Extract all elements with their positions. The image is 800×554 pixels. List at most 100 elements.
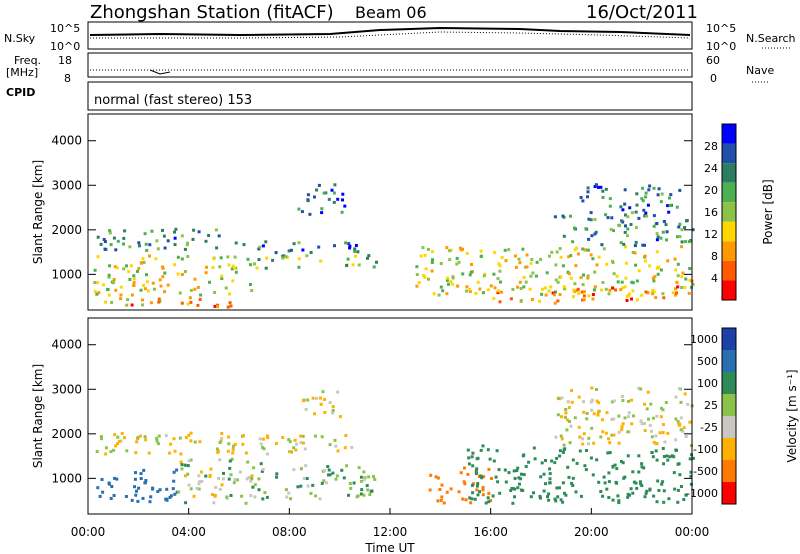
heatmap-cell <box>640 484 644 488</box>
heatmap-cell <box>651 289 655 292</box>
heatmap-cell <box>292 468 296 472</box>
cpid-text: normal (fast stereo) 153 <box>94 93 252 108</box>
heatmap-cell <box>297 265 301 269</box>
heatmap-cell <box>184 474 187 478</box>
heatmap-cell <box>626 415 630 419</box>
heatmap-cell <box>575 246 579 250</box>
heatmap-cell <box>662 462 665 466</box>
heatmap-cell <box>674 417 678 421</box>
heatmap-cell <box>556 280 560 284</box>
heatmap-cell <box>676 488 680 492</box>
heatmap-cell <box>348 482 352 485</box>
heatmap-cell <box>530 298 534 301</box>
heatmap-cell <box>175 468 179 472</box>
heatmap-cell <box>183 463 187 467</box>
heatmap-cell <box>647 188 651 192</box>
heatmap-cell <box>372 265 376 269</box>
freq-dip <box>149 69 171 75</box>
heatmap-cell <box>640 197 644 201</box>
heatmap-cell <box>346 257 350 261</box>
heatmap-cell <box>246 257 250 261</box>
heatmap-cell <box>143 481 147 485</box>
heatmap-cell <box>674 287 678 291</box>
heatmap-cell <box>655 232 659 236</box>
beam-label: Beam 06 <box>355 3 427 22</box>
heatmap-cell <box>332 200 336 204</box>
heatmap-cell <box>637 470 641 474</box>
heatmap-cell <box>571 484 575 487</box>
heatmap-cell <box>604 213 608 217</box>
heatmap-cell <box>426 247 430 251</box>
heatmap-cell <box>626 227 630 231</box>
heatmap-cell <box>571 295 575 299</box>
heatmap-cell <box>261 244 265 248</box>
heatmap-cell <box>643 495 647 499</box>
heatmap-cell <box>556 413 560 417</box>
heatmap-cell <box>455 256 459 260</box>
heatmap-cell <box>226 305 230 309</box>
heatmap-cell <box>299 434 303 438</box>
heatmap-cell <box>456 284 460 288</box>
heatmap-cell <box>643 402 647 406</box>
heatmap-cell <box>499 280 502 284</box>
power-y-ticks: 1000 2000 3000 4000 <box>51 134 692 281</box>
heatmap-cell <box>216 305 219 308</box>
heatmap-cell <box>592 441 596 445</box>
heatmap-cell <box>470 497 474 501</box>
heatmap-cell <box>468 273 472 277</box>
heatmap-cell <box>615 467 619 471</box>
heatmap-cell <box>547 492 551 496</box>
heatmap-cell <box>591 297 595 301</box>
heatmap-cell <box>108 482 111 486</box>
heatmap-cell <box>299 467 303 471</box>
heatmap-cell <box>593 185 597 188</box>
heatmap-cell <box>515 469 519 473</box>
heatmap-cell <box>564 411 568 415</box>
heatmap-cell <box>315 396 319 400</box>
heatmap-cell <box>680 245 684 249</box>
heatmap-cell <box>686 402 690 406</box>
heatmap-cell <box>164 434 168 438</box>
colorbar-tick-label: 500 <box>697 355 718 368</box>
heatmap-cell <box>179 452 183 456</box>
heatmap-cell <box>577 252 580 256</box>
heatmap-cell <box>593 232 597 236</box>
heatmap-cell <box>93 289 97 293</box>
heatmap-cell <box>336 197 340 201</box>
heatmap-cell <box>514 265 518 269</box>
heatmap-cell <box>656 235 660 239</box>
heatmap-cell <box>297 207 301 211</box>
heatmap-cell <box>611 286 615 290</box>
heatmap-cell <box>338 415 342 419</box>
heatmap-cell <box>629 223 633 226</box>
heatmap-cell <box>354 244 358 247</box>
heatmap-cell <box>112 281 115 285</box>
heatmap-cell <box>601 196 605 199</box>
heatmap-cell <box>595 458 599 462</box>
heatmap-cell <box>439 285 443 289</box>
heatmap-cell <box>199 293 203 297</box>
heatmap-cell <box>504 259 508 263</box>
heatmap-cell <box>357 466 361 470</box>
heatmap-cell <box>110 485 114 488</box>
heatmap-cell <box>143 435 147 439</box>
heatmap-cell <box>476 482 480 486</box>
heatmap-cell <box>492 459 496 463</box>
heatmap-cell <box>565 428 569 432</box>
heatmap-cell <box>102 283 105 287</box>
heatmap-cell <box>115 266 119 270</box>
heatmap-cell <box>593 218 597 221</box>
heatmap-cell <box>320 481 324 485</box>
heatmap-cell <box>600 243 604 247</box>
heatmap-cell <box>116 435 120 439</box>
heatmap-cell <box>617 499 621 503</box>
heatmap-cell <box>348 244 352 248</box>
heatmap-cell <box>668 455 672 459</box>
heatmap-cell <box>560 396 564 400</box>
colorbar-swatch <box>722 394 736 416</box>
heatmap-cell <box>509 489 513 492</box>
date-label: 16/Oct/2011 <box>586 2 698 23</box>
y-tick-label: 1000 <box>51 267 82 281</box>
heatmap-cell <box>445 292 449 296</box>
heatmap-cell <box>555 456 559 460</box>
